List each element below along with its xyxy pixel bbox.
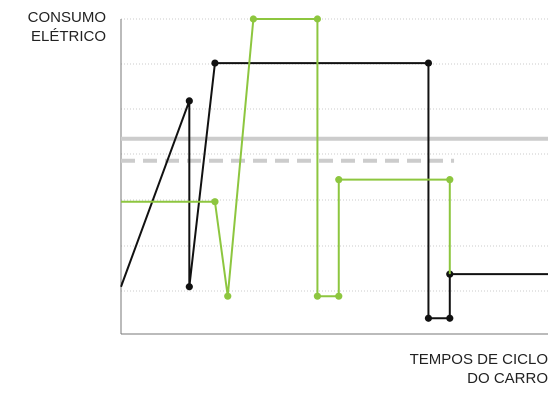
series-point-black-2 [185,283,193,291]
series-point-green-4 [313,15,322,23]
x-axis-label-line-2: DO CARRO [467,370,548,387]
series-point-black-4 [424,59,433,67]
y-axis-label-line-2: ELÉTRICO [30,28,106,45]
y-axis-label-line-1: CONSUMO [27,9,106,26]
series-line-green [121,18,451,298]
grid-lines [121,18,548,292]
reference-lines [121,136,548,163]
axes [120,19,548,335]
series-point-green-3 [249,15,257,23]
series-lines [120,15,548,322]
series-point-green-2 [224,292,232,300]
series-line-black [120,62,548,320]
series-point-green-1 [211,198,219,206]
series-point-green-8 [446,176,454,184]
y-axis-label: CONSUMO ELÉTRICO [0,8,106,46]
series-point-black-3 [211,59,219,67]
x-axis-label-line-1: TEMPOS DE CICLO [409,351,548,368]
series-point-green-6 [335,292,343,300]
series-point-black-6 [446,314,454,322]
series-point-green-5 [313,292,322,300]
series-point-black-5 [424,314,433,322]
series-point-black-1 [185,97,193,105]
series-point-green-7 [335,176,343,184]
x-axis-label: TEMPOS DE CICLO DO CARRO [410,350,548,388]
